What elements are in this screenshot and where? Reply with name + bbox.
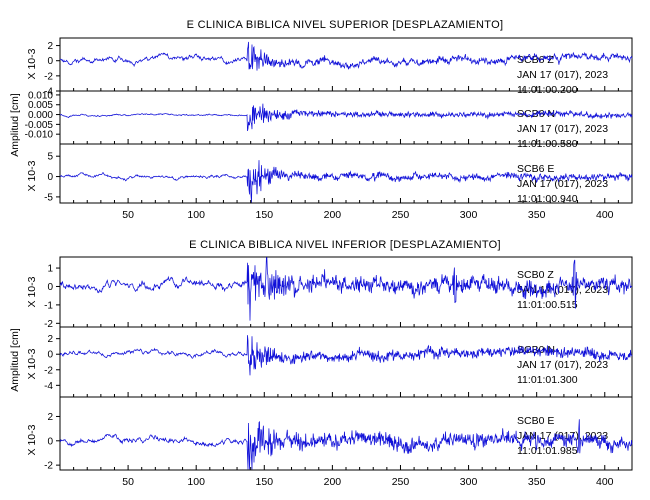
waveform-trace [59, 257, 633, 321]
x-tick-label: 200 [324, 476, 342, 488]
scale-label: X 10-3 [26, 348, 38, 379]
y-tick-label: 2 [47, 41, 53, 52]
x-tick-label: 200 [324, 209, 342, 221]
trace-panel-scb0-n: X 10-3 SCB0 N JAN 17 (017), 2023 11:01:0… [26, 326, 633, 398]
y-axis-label-superior: Amplitud [cm] [9, 93, 21, 157]
y-tick-label: 0 [47, 172, 53, 183]
waveform-trace [59, 160, 633, 203]
y-tick-label: 5 [47, 152, 53, 163]
y-tick-label: -2 [44, 461, 53, 472]
y-tick-label: 0 [47, 282, 53, 293]
chart-title-inferior: E CLINICA BIBLICA NIVEL INFERIOR [DESPLA… [189, 239, 501, 251]
date-label: JAN 17 (017), 2023 [517, 69, 608, 81]
x-tick-label: 100 [187, 209, 205, 221]
y-tick-label: -2 [44, 365, 53, 376]
y-tick-label: -4 [44, 87, 53, 98]
time-label: 11:01:01.300 [517, 374, 578, 386]
x-tick-label: 300 [460, 209, 478, 221]
x-tick-label: 250 [392, 209, 410, 221]
x-axis-superior: 50 100 150 200 250 300 350 400 [73, 86, 619, 221]
trace-panel-scb6-n: SCB6 N JAN 17 (017), 2023 11:01:00.580 0… [25, 90, 633, 150]
x-tick-label: 150 [256, 476, 274, 488]
y-tick-label: 0 [47, 56, 53, 67]
time-label: 11:01:00.200 [517, 84, 578, 96]
y-tick-label: -4 [44, 381, 53, 392]
x-tick-label: 400 [596, 209, 614, 221]
x-tick-label: 250 [392, 476, 410, 488]
scale-label: X 10-3 [26, 160, 38, 191]
x-tick-label: 350 [528, 209, 546, 221]
y-tick-label: 2 [47, 334, 53, 345]
scale-label: X 10-3 [26, 276, 38, 307]
y-tick-label: 0.010 [28, 90, 53, 101]
scale-label: X 10-3 [26, 424, 38, 455]
y-tick-label: 0 [47, 350, 53, 361]
y-tick-label: 0.005 [28, 100, 53, 111]
x-tick-label: 50 [122, 476, 134, 488]
station-label: SCB6 E [517, 163, 554, 175]
y-tick-label: 2 [47, 412, 53, 423]
trace-panel-scb0-e: X 10-3 SCB0 E JAN 17 (017), 2023 11:01:0… [26, 396, 633, 472]
y-tick-label: -5 [44, 192, 53, 203]
date-label: JAN 17 (017), 2023 [517, 178, 608, 190]
waveform-trace [59, 419, 633, 470]
y-tick-label: -2 [44, 319, 53, 330]
y-tick-label: 0 [47, 436, 53, 447]
waveform-trace [59, 103, 633, 132]
time-label: 11:01:00.940 [517, 193, 578, 205]
trace-panel-scb0-z: X 10-3 SCB0 Z JAN 17 (017), 2023 11:01:0… [26, 256, 633, 330]
station-label: SCB0 E [517, 415, 554, 427]
time-label: 11:01:01.985 [517, 445, 578, 457]
x-axis-inferior: 50 100 150 200 250 300 350 400 [73, 322, 619, 488]
x-tick-label: 100 [187, 476, 205, 488]
date-label: JAN 17 (017), 2023 [517, 123, 608, 135]
time-label: 11:01:00.515 [517, 299, 578, 311]
y-tick-label: -0.005 [25, 120, 54, 131]
y-tick-label: -1 [44, 300, 53, 311]
scale-label: X 10-3 [26, 48, 38, 79]
waveform-trace [59, 41, 633, 71]
x-tick-label: 300 [460, 476, 478, 488]
x-tick-label: 150 [256, 209, 274, 221]
x-tick-label: 50 [122, 209, 134, 221]
y-tick-label: 1 [47, 264, 53, 275]
date-label: JAN 17 (017), 2023 [517, 359, 608, 371]
y-axis-label-inferior: Amplitud [cm] [9, 328, 21, 392]
x-tick-label: 400 [596, 476, 614, 488]
trace-panel-scb6-z: X 10-3 SCB6 Z JAN 17 (017), 2023 11:01:0… [26, 37, 633, 98]
station-label: SCB0 Z [517, 269, 554, 281]
waveform-trace [59, 335, 633, 376]
trace-panel-scb6-e: X 10-3 SCB6 E JAN 17 (017), 2023 11:01:0… [26, 143, 633, 205]
chart-title-superior: E CLINICA BIBLICA NIVEL SUPERIOR [DESPLA… [187, 19, 504, 31]
x-tick-label: 350 [528, 476, 546, 488]
y-tick-label: 0.000 [28, 110, 53, 121]
y-tick-label: -2 [44, 71, 53, 82]
y-tick-label: -0.010 [25, 130, 54, 141]
